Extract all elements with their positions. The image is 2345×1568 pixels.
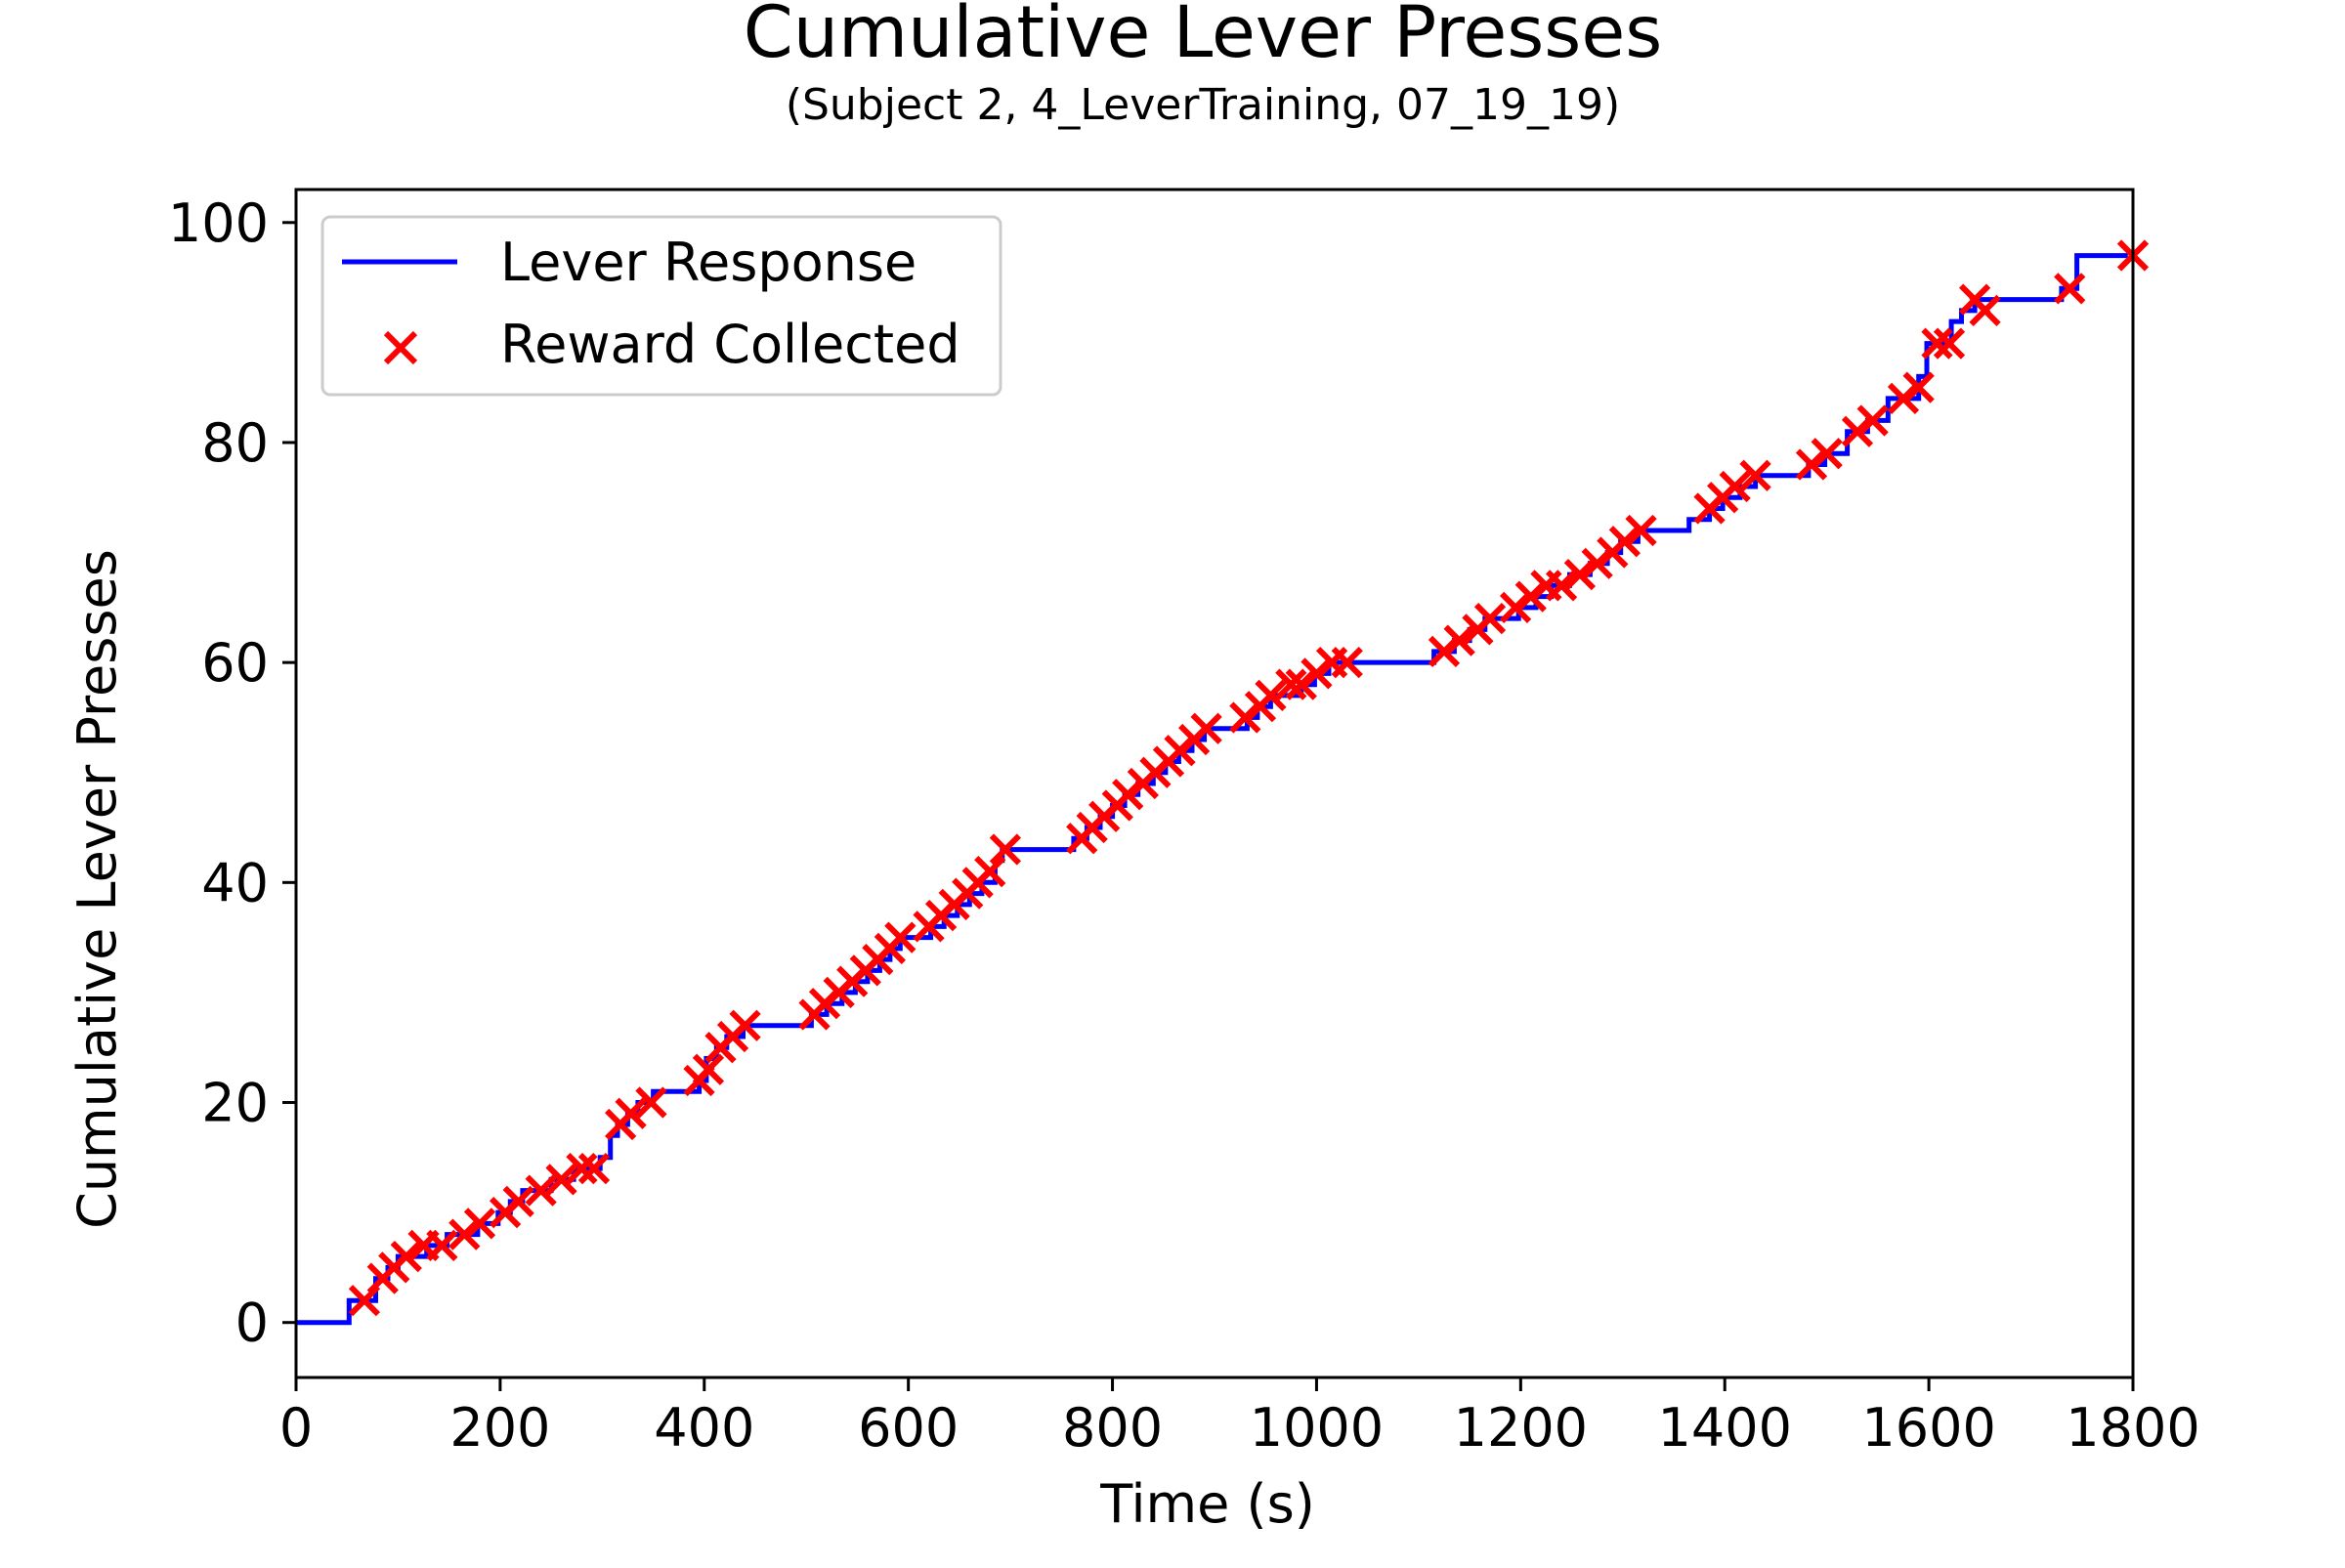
- y-tick-label: 40: [201, 852, 269, 913]
- reward-marker: [1969, 294, 2001, 326]
- legend-label-reward-collected: Reward Collected: [500, 314, 960, 375]
- legend-box: [320, 215, 1002, 397]
- reward-marker: [974, 855, 1006, 888]
- reward-marker: [1795, 448, 1828, 481]
- axes-frame: [294, 188, 2135, 1379]
- reward-marker: [1443, 624, 1475, 657]
- legend-swatch-reward-collected: [383, 330, 418, 365]
- reward-marker: [1190, 712, 1222, 744]
- reward-marker: [566, 1152, 598, 1185]
- reward-marker: [502, 1185, 534, 1217]
- x-tick-label: 1600: [1861, 1397, 1995, 1459]
- reward-marker: [463, 1208, 496, 1240]
- y-tick-label: 0: [235, 1293, 269, 1354]
- reward-marker: [1933, 327, 1966, 360]
- y-axis-label: Cumulative Lever Presses: [66, 549, 128, 1229]
- reward-marker: [1229, 701, 1261, 734]
- reward-marker: [615, 1097, 647, 1129]
- reward-marker: [1331, 647, 1363, 679]
- reward-marker: [1625, 514, 1657, 547]
- x-tick-label: 200: [449, 1397, 550, 1459]
- reward-marker: [729, 1009, 761, 1041]
- reward-marker: [1887, 382, 1920, 415]
- reward-marker: [1811, 438, 1843, 470]
- reward-marker: [692, 1053, 725, 1085]
- y-tick-label: 20: [201, 1073, 269, 1134]
- x-tick-label: 1400: [1658, 1397, 1792, 1459]
- reward-marker: [1112, 779, 1144, 811]
- chart-subtitle: (Subject 2, 4_LeverTraining, 07_19_19): [786, 80, 1620, 130]
- axes: 0 200 400 600 800 1000 1200 1400 1600 1800 0 20 40 60…: [168, 188, 2200, 1459]
- x-tick-label: 1800: [2066, 1397, 2199, 1459]
- y-tick-label: 100: [168, 192, 269, 254]
- x-tick-label: 0: [279, 1397, 313, 1459]
- series-markers-reward-collected: [348, 239, 2150, 1317]
- reward-marker: [1499, 591, 1532, 623]
- reward-marker: [2054, 273, 2086, 305]
- y-tick-label: 80: [201, 412, 269, 474]
- reward-marker: [1514, 580, 1547, 613]
- reward-marker: [1275, 668, 1307, 700]
- reward-marker: [884, 921, 917, 954]
- reward-marker: [1921, 327, 1953, 360]
- reward-marker: [1300, 657, 1333, 690]
- reward-marker: [1428, 635, 1461, 668]
- reward-marker: [1285, 668, 1317, 700]
- reward-marker: [1902, 371, 1935, 403]
- reward-marker: [1563, 558, 1597, 591]
- chart-title: Cumulative Lever Presses: [744, 0, 1663, 74]
- reward-marker: [448, 1218, 481, 1250]
- reward-marker: [635, 1086, 667, 1119]
- reward-marker: [1739, 459, 1771, 491]
- reward-marker: [545, 1164, 577, 1196]
- reward-marker: [989, 833, 1022, 866]
- reward-marker: [1255, 679, 1287, 712]
- x-tick-label: 800: [1062, 1397, 1163, 1459]
- reward-marker: [525, 1174, 557, 1207]
- reward-marker: [1856, 404, 1889, 437]
- reward-marker: [1581, 547, 1613, 579]
- reward-marker: [390, 1241, 422, 1273]
- reward-marker: [1719, 470, 1751, 503]
- y-tick-label: 60: [201, 632, 269, 694]
- reward-marker: [1545, 570, 1578, 602]
- legend: Lever Response Reward Collected: [320, 215, 1002, 397]
- legend-label-lever-response: Lever Response: [500, 232, 917, 293]
- x-tick-label: 400: [654, 1397, 754, 1459]
- reward-marker: [426, 1229, 458, 1262]
- reward-marker: [1841, 415, 1874, 447]
- x-tick-label: 600: [858, 1397, 959, 1459]
- reward-marker: [1473, 602, 1507, 635]
- x-tick-label: 1200: [1454, 1397, 1588, 1459]
- plot-area: [296, 239, 2150, 1326]
- x-axis-label: Time (s): [1099, 1473, 1315, 1535]
- x-tick-label: 1000: [1250, 1397, 1384, 1459]
- reward-marker: [577, 1152, 611, 1185]
- reward-marker: [1608, 526, 1641, 558]
